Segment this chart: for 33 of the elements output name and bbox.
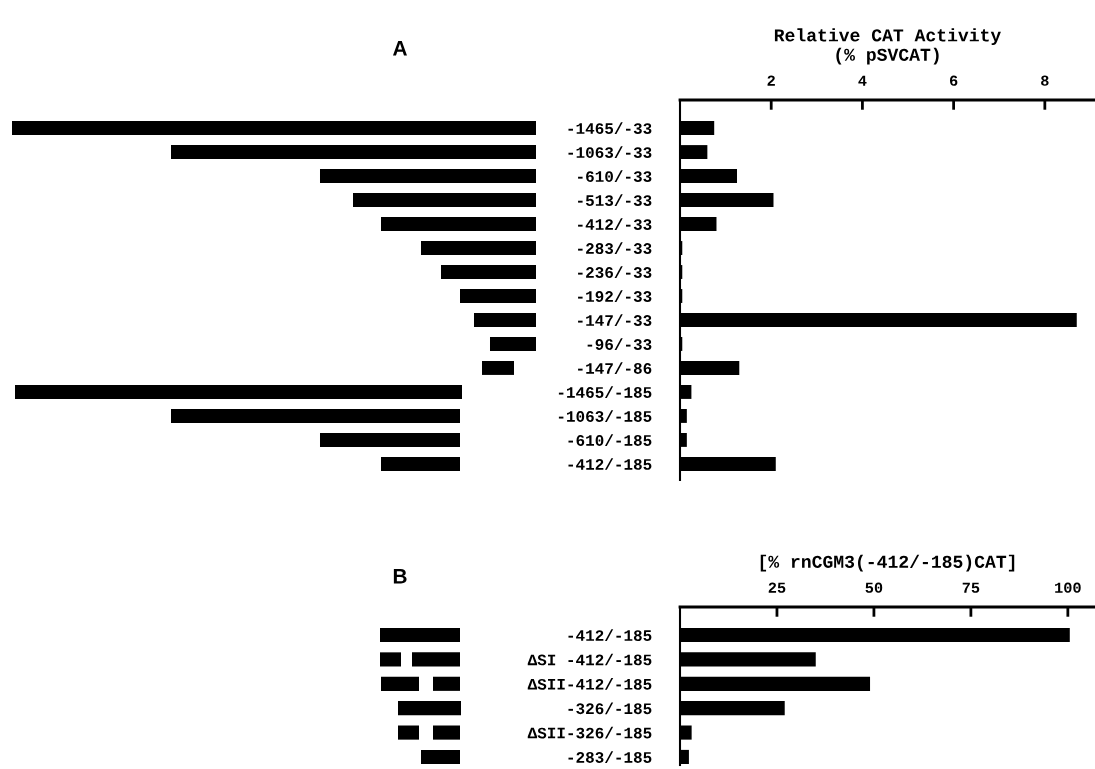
- y-tick-label: ΔSII-412/-185: [527, 678, 652, 690]
- y-tick-label: -412/-185: [568, 458, 652, 470]
- x-tick-label: 2: [767, 75, 775, 86]
- y-tick-label: -610/-185: [568, 434, 652, 446]
- y-tick-label: -1465/-33: [568, 122, 652, 135]
- y-tick-label: -1063/-185: [558, 410, 652, 422]
- x-tick-label: 6: [949, 75, 958, 86]
- y-tick-label: -283/-33: [578, 242, 652, 254]
- x-tick-label: 50: [865, 582, 883, 593]
- y-tick-label: -326/-185: [568, 702, 652, 715]
- x-tick-label: 100: [1055, 582, 1081, 593]
- y-tick-label: ΔSI -412/-185: [527, 653, 652, 666]
- x-tick-label: 4: [858, 75, 867, 86]
- y-tick-label: -147/-86: [578, 362, 652, 374]
- text: A: [392, 41, 407, 56]
- x-tick-label: 75: [962, 582, 980, 593]
- y-tick-label: -96/-33: [587, 338, 652, 350]
- y-tick-label: -283/-185: [568, 751, 652, 763]
- y-tick-label: -513/-33: [578, 194, 652, 207]
- x-tick-label: 25: [768, 582, 786, 593]
- y-tick-label: -236/-33: [578, 266, 652, 278]
- y-tick-label: -147/-33: [578, 314, 652, 326]
- y-tick-label: ΔSII-326/-185: [527, 726, 652, 739]
- text: B: [393, 569, 407, 584]
- y-tick-label: -610/-33: [578, 170, 652, 183]
- x-axis-title: Relative CAT Activity (% pSVCAT): [774, 28, 1001, 65]
- y-tick-label: -1063/-33: [568, 146, 652, 159]
- y-tick-label: -1465/-185: [558, 386, 652, 398]
- y-tick-label: -412/-185: [568, 629, 652, 641]
- x-tick-label: 8: [1041, 75, 1049, 86]
- y-tick-label: -192/-33: [578, 290, 652, 302]
- x-axis-title: [% rnCGM3(-412/-185)CAT]: [760, 554, 1015, 572]
- y-tick-label: -412/-33: [578, 218, 652, 230]
